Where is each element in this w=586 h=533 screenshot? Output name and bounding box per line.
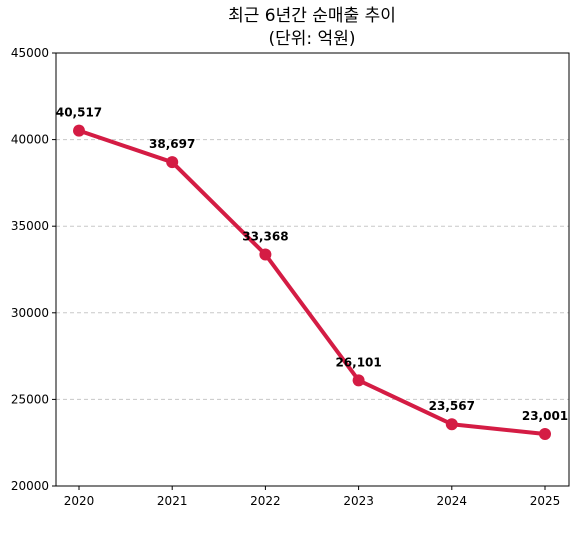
data-labels: 40,517 38,697 33,368 26,101 23,567 23,001 <box>56 106 568 423</box>
data-point <box>352 374 365 387</box>
y-tick-label: 25000 <box>11 392 49 406</box>
y-tick-label: 20000 <box>11 479 49 493</box>
x-tick-label: 2021 <box>157 494 188 508</box>
data-point <box>73 124 85 137</box>
data-point <box>539 428 551 441</box>
data-point <box>259 248 272 261</box>
data-point <box>166 156 179 169</box>
series-line <box>77 128 547 437</box>
plot-area-frame <box>55 52 570 487</box>
y-tick-label: 45000 <box>11 46 49 60</box>
data-label: 23,567 <box>429 399 475 413</box>
y-axis: 20000 25000 30000 35000 40000 45000 <box>11 46 56 493</box>
x-tick-label: 2024 <box>437 494 468 508</box>
data-point <box>445 418 458 431</box>
x-tick-label: 2022 <box>250 494 281 508</box>
data-label: 23,001 <box>522 409 568 423</box>
x-tick-label: 2023 <box>343 494 374 508</box>
data-label: 33,368 <box>242 229 288 243</box>
data-label: 38,697 <box>149 137 195 151</box>
y-tick-label: 40000 <box>11 133 49 147</box>
x-axis: 2020 2021 2022 2023 2024 2025 <box>64 486 561 508</box>
series-net-sales <box>73 124 551 441</box>
chart-title-line1: 최근 6년간 순매출 추이 <box>228 6 396 26</box>
x-tick-label: 2025 <box>530 494 561 508</box>
y-tick-label: 30000 <box>11 306 49 320</box>
grid-lines <box>56 139 569 400</box>
y-tick-label: 35000 <box>11 219 49 233</box>
data-label: 40,517 <box>56 106 102 120</box>
chart-title-line2: (단위: 억원) <box>269 29 356 49</box>
data-label: 26,101 <box>335 355 381 369</box>
x-tick-label: 2020 <box>64 494 95 508</box>
